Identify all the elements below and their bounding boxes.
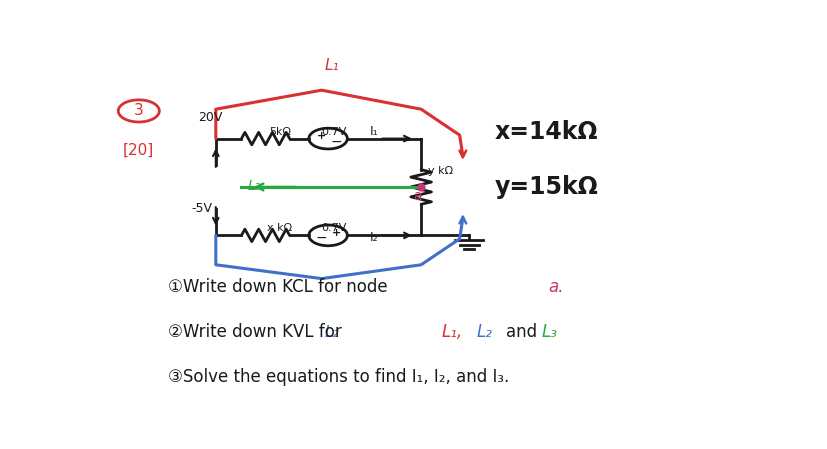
Text: y=15kΩ: y=15kΩ (495, 175, 598, 199)
Text: −: − (315, 231, 327, 245)
Text: ①Write down KCL for node: ①Write down KCL for node (167, 278, 387, 296)
Text: y kΩ: y kΩ (427, 167, 452, 176)
Text: 20V: 20V (198, 111, 222, 124)
Text: L₃: L₃ (247, 179, 261, 194)
Text: ②Write down KVL for: ②Write down KVL for (167, 323, 341, 341)
Text: a.: a. (547, 278, 563, 296)
Text: I₁: I₁ (370, 125, 378, 138)
Text: L₃: L₃ (541, 323, 557, 341)
Text: L₁,: L₁, (441, 323, 462, 341)
Text: L₁: L₁ (324, 58, 339, 74)
Text: 3: 3 (134, 103, 144, 119)
Text: x=14kΩ: x=14kΩ (495, 120, 598, 144)
Text: +: + (332, 228, 341, 238)
Text: and: and (505, 323, 537, 341)
Text: −: − (330, 134, 342, 148)
Text: a: a (413, 189, 421, 203)
Text: x kΩ: x kΩ (267, 224, 292, 233)
Text: L₂: L₂ (476, 323, 492, 341)
Text: 5kΩ: 5kΩ (269, 127, 291, 136)
Text: 0.7V: 0.7V (322, 127, 347, 136)
Text: 0.7V: 0.7V (322, 224, 347, 233)
Text: +: + (317, 131, 326, 141)
Text: I₂: I₂ (370, 231, 378, 244)
Text: L₂: L₂ (324, 325, 339, 340)
Text: -5V: -5V (191, 202, 213, 215)
Text: ③Solve the equations to find I₁, I₂, and I₃.: ③Solve the equations to find I₁, I₂, and… (167, 368, 509, 386)
Text: [20]: [20] (123, 143, 154, 158)
